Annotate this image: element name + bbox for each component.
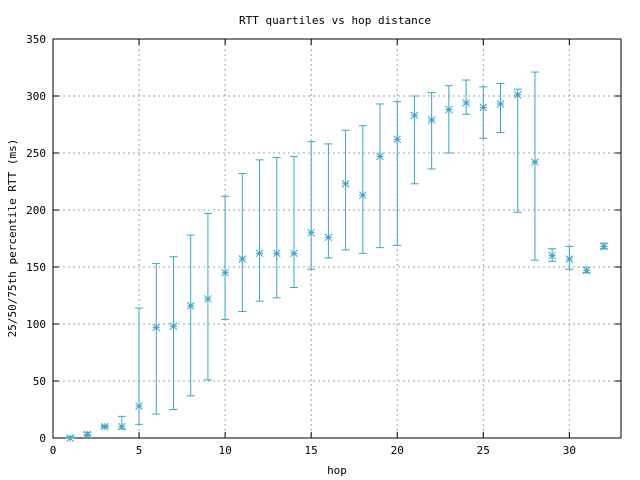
median-point: [341, 179, 350, 188]
median-point: [599, 242, 608, 251]
y-tick-label: 350: [26, 33, 46, 46]
y-tick-label: 50: [33, 375, 46, 388]
axis-ticks: 0 50 100 150 200 250 300 350 0 5 10 15 20 25 30: [26, 33, 621, 457]
chart-title: RTT quartiles vs hop distance: [239, 14, 431, 27]
median-point: [152, 323, 161, 332]
median-point: [376, 152, 384, 161]
x-tick-label: 25: [477, 444, 490, 457]
grid: [53, 39, 621, 438]
median-point: [204, 295, 212, 303]
x-tick-label: 30: [563, 444, 576, 457]
median-point: [255, 249, 264, 258]
median-point: [582, 266, 591, 275]
x-tick-label: 0: [50, 444, 57, 457]
median-point: [83, 430, 92, 439]
median-point: [272, 249, 281, 258]
y-tick-label: 0: [39, 432, 46, 445]
y-tick-label: 300: [26, 90, 46, 103]
median-point: [117, 422, 126, 431]
median-point: [358, 191, 367, 200]
median-point: [462, 98, 470, 107]
median-point: [324, 233, 333, 242]
median-point: [100, 422, 109, 431]
median-point: [238, 255, 247, 263]
x-tick-label: 20: [391, 444, 404, 457]
median-point: [548, 251, 557, 260]
x-tick-label: 15: [305, 444, 318, 457]
median-point: [427, 116, 436, 124]
x-tick-label: 5: [136, 444, 143, 457]
x-axis-label: hop: [327, 464, 347, 477]
median-point: [186, 301, 195, 310]
median-point: [135, 402, 143, 410]
median-point: [513, 91, 522, 99]
median-point: [307, 228, 316, 237]
median-point: [531, 158, 539, 166]
median-point: [565, 255, 574, 263]
median-point: [479, 103, 488, 112]
x-tick-label: 10: [218, 444, 231, 457]
median-point: [66, 434, 75, 442]
y-tick-label: 200: [26, 204, 46, 217]
plot-frame: [52, 38, 622, 439]
y-tick-label: 150: [26, 261, 46, 274]
median-point: [169, 322, 178, 331]
median-point: [445, 105, 453, 114]
y-axis-label: 25/50/75th percentile RTT (ms): [6, 139, 19, 338]
y-tick-label: 250: [26, 147, 46, 160]
data-series: [66, 71, 608, 442]
median-point: [410, 111, 419, 120]
y-tick-label: 100: [26, 318, 46, 331]
median-point: [393, 135, 402, 144]
median-point: [290, 249, 298, 258]
median-point: [496, 100, 505, 108]
median-point: [221, 268, 229, 277]
